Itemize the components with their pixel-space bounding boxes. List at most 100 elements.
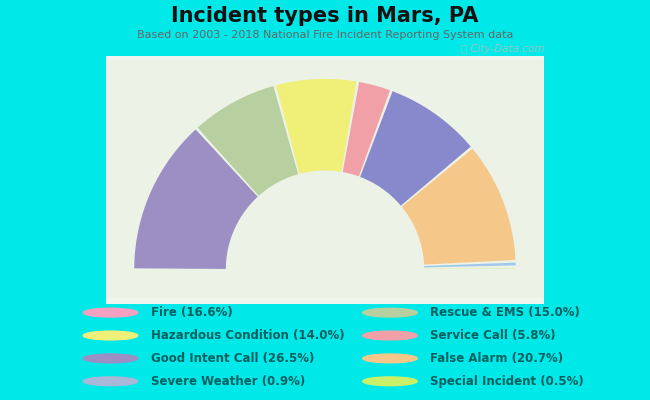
Bar (105, 179, 545, 297)
Circle shape (83, 377, 138, 386)
Bar (105, 186, 545, 297)
Bar (105, 88, 545, 296)
Bar (105, 136, 545, 297)
Bar (105, 153, 545, 297)
Bar (105, 146, 545, 297)
Bar (105, 282, 545, 298)
Bar (105, 239, 545, 298)
Bar (105, 81, 545, 296)
Bar (105, 122, 545, 296)
Circle shape (363, 377, 417, 386)
Bar (105, 158, 545, 297)
Bar (105, 296, 545, 298)
Bar (105, 191, 545, 297)
Bar (105, 277, 545, 298)
Bar (105, 205, 545, 297)
Bar (105, 236, 545, 298)
Bar (105, 86, 545, 296)
Text: Fire (16.6%): Fire (16.6%) (151, 306, 233, 319)
Bar (105, 294, 545, 298)
Bar (105, 126, 545, 296)
Bar (105, 174, 545, 297)
Bar (105, 138, 545, 297)
Bar (105, 105, 545, 296)
Bar (105, 260, 545, 298)
Bar (105, 79, 545, 296)
Text: Good Intent Call (26.5%): Good Intent Call (26.5%) (151, 352, 314, 365)
Bar (105, 74, 545, 296)
Bar (105, 182, 545, 297)
Bar (105, 272, 545, 298)
Bar (105, 193, 545, 297)
Bar (105, 262, 545, 298)
Polygon shape (424, 268, 515, 269)
Bar (105, 160, 545, 297)
Bar (105, 270, 545, 298)
Bar (105, 93, 545, 296)
Text: Special Incident (0.5%): Special Incident (0.5%) (430, 375, 584, 388)
Bar (105, 120, 545, 296)
Circle shape (83, 308, 138, 317)
Polygon shape (424, 263, 515, 268)
Bar (105, 184, 545, 297)
Bar (105, 203, 545, 297)
Bar (105, 217, 545, 298)
Bar (105, 267, 545, 298)
Bar (105, 215, 545, 298)
Text: ⓘ City-Data.com: ⓘ City-Data.com (461, 44, 545, 54)
Bar (105, 131, 545, 297)
Bar (105, 98, 545, 296)
Bar (105, 258, 545, 298)
Text: Service Call (5.8%): Service Call (5.8%) (430, 329, 556, 342)
Text: Hazardous Condition (14.0%): Hazardous Condition (14.0%) (151, 329, 344, 342)
Circle shape (363, 354, 417, 363)
Polygon shape (276, 79, 356, 174)
Bar (105, 222, 545, 298)
Bar (105, 253, 545, 298)
Bar (105, 76, 545, 296)
Bar (105, 220, 545, 298)
Text: Incident types in Mars, PA: Incident types in Mars, PA (172, 6, 478, 26)
Circle shape (363, 331, 417, 340)
Bar (105, 67, 545, 296)
Bar (105, 100, 545, 296)
Text: False Alarm (20.7%): False Alarm (20.7%) (430, 352, 564, 365)
Text: Based on 2003 - 2018 National Fire Incident Reporting System data: Based on 2003 - 2018 National Fire Incid… (136, 30, 514, 40)
Bar (105, 210, 545, 298)
Bar (105, 64, 545, 296)
Bar (105, 162, 545, 297)
Circle shape (83, 354, 138, 363)
Bar (105, 229, 545, 298)
Bar (105, 96, 545, 296)
Bar (105, 143, 545, 297)
Bar (105, 72, 545, 296)
Bar (105, 167, 545, 297)
Bar (105, 208, 545, 297)
Bar (105, 291, 545, 298)
Bar (105, 177, 545, 297)
Bar (105, 224, 545, 298)
Bar (105, 155, 545, 297)
Bar (105, 129, 545, 297)
Bar (105, 255, 545, 298)
Bar (105, 227, 545, 298)
Circle shape (363, 308, 417, 317)
Bar (105, 91, 545, 296)
Bar (105, 150, 545, 297)
Bar (105, 170, 545, 297)
Bar (105, 198, 545, 297)
Bar (105, 141, 545, 297)
Bar (105, 274, 545, 298)
Bar (105, 69, 545, 296)
Bar (105, 112, 545, 296)
Bar (105, 172, 545, 297)
Bar (105, 148, 545, 297)
Bar (105, 165, 545, 297)
Bar (105, 117, 545, 296)
Bar (105, 60, 545, 296)
Bar (105, 241, 545, 298)
Polygon shape (198, 86, 298, 196)
Polygon shape (135, 130, 258, 269)
Bar (105, 250, 545, 298)
Bar (105, 134, 545, 297)
